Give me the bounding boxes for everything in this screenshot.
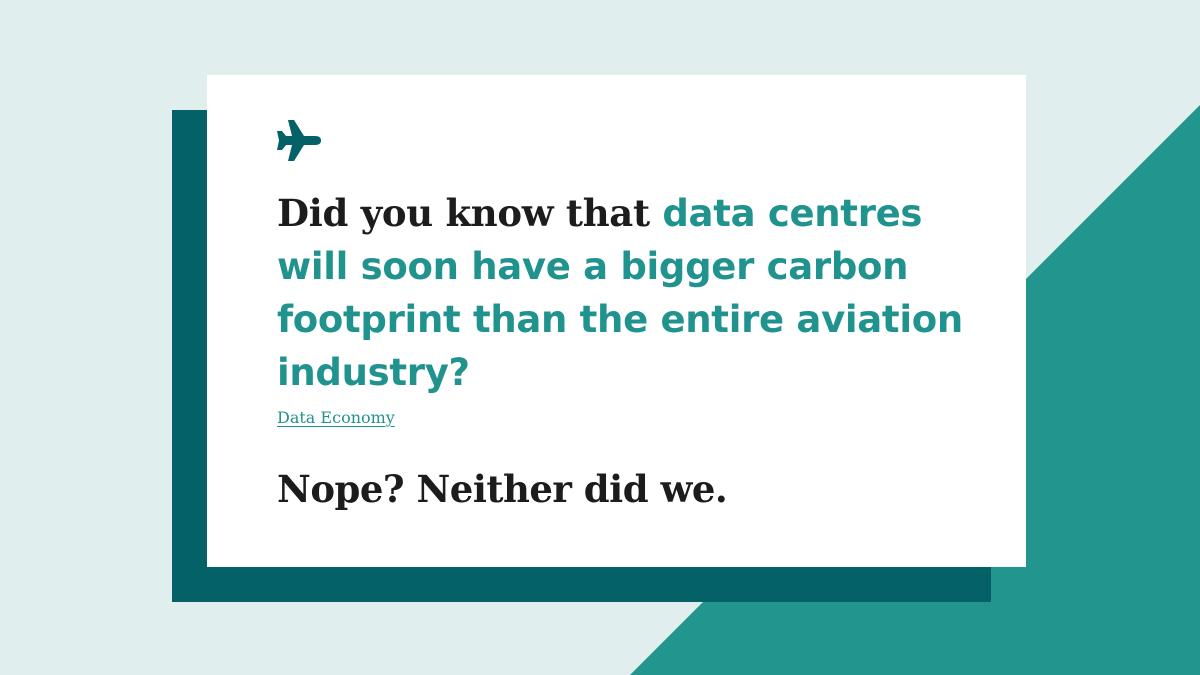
headline-highlight: data centres will soon have a bigger car… (277, 192, 963, 394)
headline-lead: Did you know that (277, 191, 663, 235)
fact-card: Did you know that data centres will soon… (207, 75, 1026, 567)
headline: Did you know that data centres will soon… (277, 187, 977, 399)
tagline: Nope? Neither did we. (277, 467, 728, 511)
source-link[interactable]: Data Economy (277, 408, 395, 427)
airplane-icon (277, 120, 321, 161)
